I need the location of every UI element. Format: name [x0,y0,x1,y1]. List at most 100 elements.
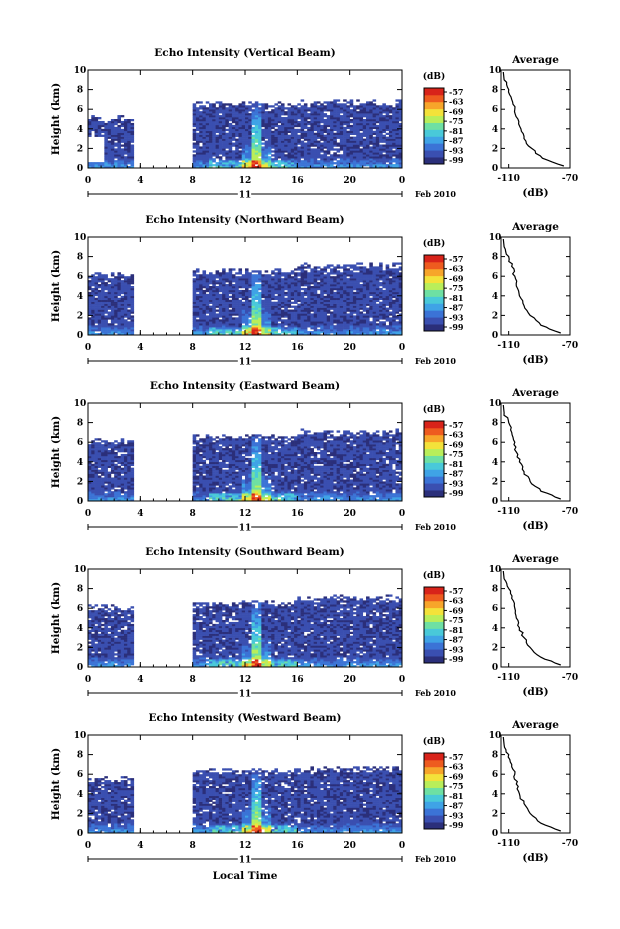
echo-cell [199,327,203,330]
echo-cell [209,136,213,139]
profile-x-tick-label: -110 [497,341,520,351]
echo-cell [385,148,390,151]
echo-cell [222,291,226,295]
echo-cell [199,319,203,322]
echo-cell [336,166,341,169]
echo-cell [97,313,102,316]
echo-cell [362,301,367,304]
echo-cell [352,268,357,271]
echo-cell [212,276,216,279]
echo-cell [251,142,256,145]
echo-cell [303,315,308,318]
echo-cell [94,297,99,301]
echo-cell [271,136,275,139]
echo-cell [212,317,216,320]
echo-cell [195,289,200,293]
echo-cell [274,321,279,324]
date-label: Feb 2010 [415,189,456,199]
echo-cell [280,309,285,312]
echo-cell [231,166,236,169]
echo-cell [326,140,331,143]
echo-cell [205,289,210,293]
echo-cell [323,120,328,124]
echo-cell [388,144,393,147]
echo-cell [241,124,246,128]
echo-cell [294,295,298,299]
y-tick-label: 10 [74,233,87,243]
echo-cell [300,154,305,157]
echo-cell [274,111,279,114]
echo-cell [261,329,265,332]
echo-cell [192,303,197,306]
echo-cell [297,122,301,126]
echo-cell [261,109,265,112]
echo-cell [218,299,223,302]
echo-cell [215,142,220,145]
echo-cell [346,317,350,320]
echo-cell [248,105,252,108]
echo-cell [352,117,357,120]
echo-cell [264,280,269,283]
echo-cell [192,119,197,122]
echo-cell [336,119,341,122]
echo-cell [264,128,269,132]
echo-cell [395,317,400,320]
echo-cell [392,111,396,114]
echo-cell [316,331,321,334]
echo-cell [245,319,249,322]
echo-cell [271,146,275,149]
echo-cell [280,128,285,132]
echo-cell [339,319,344,322]
echo-cell [395,166,400,169]
echo-cell [97,122,102,126]
echo-cell [264,107,269,110]
echo-cell [294,113,298,116]
echo-cell [316,301,321,304]
echo-cell [398,286,403,289]
echo-cell [343,317,347,320]
echo-cell [218,150,223,153]
echo-cell [245,122,249,126]
echo-cell [326,120,331,124]
echo-cell [235,272,239,275]
echo-cell [362,284,367,287]
echo-cell [245,105,249,108]
echo-cell [395,113,400,116]
echo-cell [264,126,269,130]
echo-cell [379,162,383,165]
echo-cell [218,315,223,318]
echo-cell [330,299,334,302]
echo-cell [258,117,262,120]
echo-cell [231,287,236,291]
echo-cell [398,305,403,308]
echo-cell [238,295,243,299]
echo-cell [287,134,292,137]
echo-cell [205,152,210,155]
echo-cell [369,311,373,314]
echo-cell [326,164,331,167]
echo-cell [326,327,331,330]
echo-cell [192,309,197,312]
echo-cell [323,287,328,291]
echo-cell [274,166,279,169]
echo-cell [222,274,226,277]
echo-cell [339,132,344,135]
echo-cell [303,287,308,291]
echo-cell [123,146,128,149]
echo-cell [388,297,393,301]
echo-cell [130,309,135,312]
echo-cell [205,142,210,145]
echo-cell [202,142,207,145]
echo-cell [323,101,328,104]
echo-cell [385,132,390,135]
echo-cell [212,115,216,118]
echo-cell [248,305,252,308]
echo-cell [356,164,360,167]
echo-cell [385,299,390,302]
echo-cell [274,274,279,277]
echo-cell [313,321,318,324]
echo-cell [261,156,265,159]
echo-cell [343,99,347,102]
echo-cell [379,268,383,271]
echo-cell [323,297,328,301]
